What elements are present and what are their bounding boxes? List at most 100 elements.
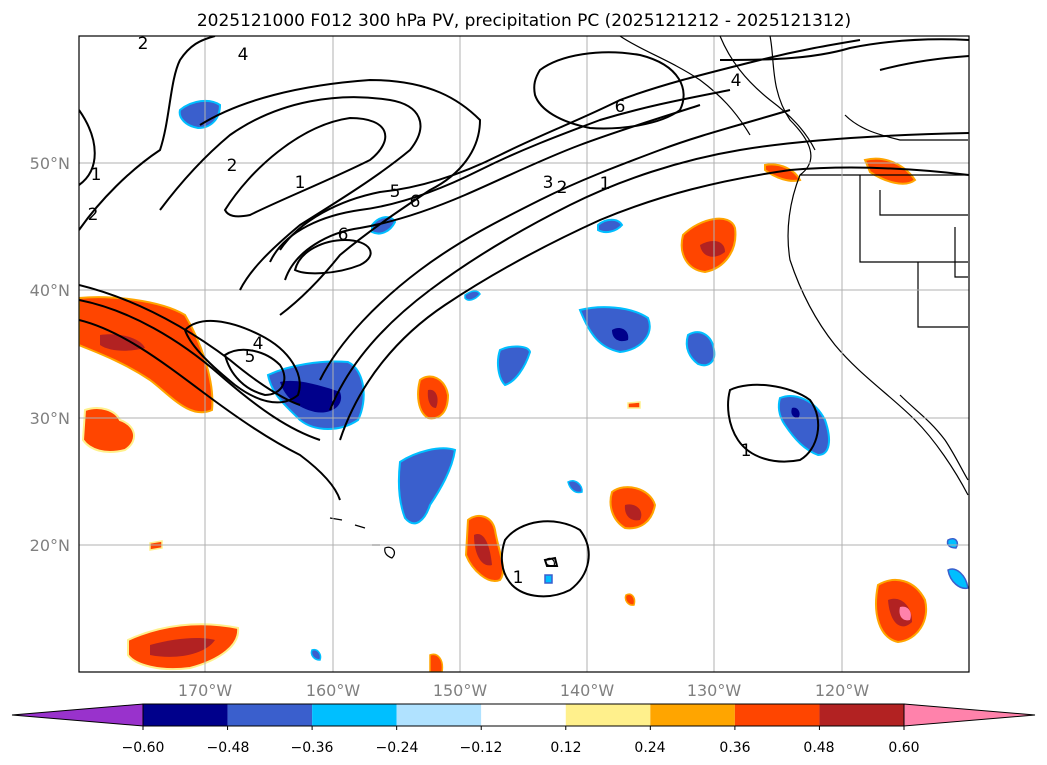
pv-contour	[79, 36, 216, 231]
contour-label: 1	[91, 165, 102, 185]
contour-label: 2	[88, 205, 99, 225]
figure-title: 2025121000 F012 300 hPa PV, precipitatio…	[197, 11, 851, 31]
colorbar-cell	[312, 704, 397, 726]
colorbar-tick-label: −0.60	[122, 740, 165, 756]
contour-label: 1	[741, 441, 752, 461]
pv-contour	[79, 109, 96, 186]
lon-label: 130°W	[687, 681, 742, 700]
pv-contour	[199, 78, 482, 316]
contour-label: 4	[731, 71, 742, 91]
pv-contour	[339, 166, 969, 441]
contour-label: 6	[410, 192, 421, 212]
pv-contour	[719, 38, 969, 61]
precip-positive-core	[100, 334, 145, 351]
pv-contours	[79, 36, 969, 598]
contour-label: 6	[338, 225, 349, 245]
precip-negative-blob	[567, 480, 583, 494]
lon-label: 160°W	[306, 681, 361, 700]
contour-label: 5	[390, 182, 401, 202]
colorbar-tick-label: 0.24	[634, 740, 665, 756]
pv-contour	[293, 238, 372, 275]
precip-max-core	[899, 606, 911, 621]
contour-label: 2	[227, 156, 238, 176]
precip-positive-core	[624, 504, 642, 521]
pv-contour	[223, 116, 387, 218]
pv-contour-labels: 2 4 1 2 2 1 5 6 6 3 2 1 6 4 4 5 1 1	[88, 36, 752, 588]
pv-contour	[533, 51, 685, 130]
pv-contour	[727, 383, 820, 463]
precip-negative-core	[791, 407, 800, 418]
precip-negative-core	[280, 380, 342, 413]
precip-positive-core	[427, 389, 438, 408]
lat-label: 40°N	[30, 281, 70, 300]
colorbar-extend-max	[903, 703, 1036, 727]
pv-contour	[79, 319, 341, 501]
pv-contour	[879, 55, 969, 71]
map-panel: 2 4 1 2 2 1 5 6 6 3 2 1 6 4 4 5 1 1	[79, 36, 969, 672]
colorbar: −0.60 −0.48 −0.36 −0.24 −0.12 0.12 0.24 …	[11, 703, 1036, 756]
precip-negative-core	[612, 328, 629, 342]
colorbar-cell	[650, 704, 735, 726]
lon-label: 140°W	[560, 681, 615, 700]
pv-contour	[284, 104, 701, 281]
coastlines	[619, 36, 969, 496]
pv-contour	[183, 319, 301, 404]
colorbar-tick-label: 0.12	[550, 740, 581, 756]
pv-contour	[329, 132, 969, 411]
gridlines	[79, 36, 969, 672]
precip-negative-blob	[947, 568, 969, 590]
precip-negative-blob	[310, 648, 322, 661]
colorbar-tick-label: −0.24	[376, 740, 419, 756]
colorbar-tick-label: −0.48	[207, 740, 250, 756]
lon-label: 120°W	[815, 681, 870, 700]
precip-negative-blob	[597, 218, 624, 234]
colorbar-tick-label: −0.12	[460, 740, 503, 756]
lat-label: 50°N	[30, 154, 70, 173]
precip-positive-core	[700, 240, 725, 257]
pv-contour	[79, 299, 321, 441]
pv-contour	[223, 348, 286, 397]
precip-fills	[79, 99, 969, 672]
colorbar-tick-labels: −0.60 −0.48 −0.36 −0.24 −0.12 0.12 0.24 …	[122, 740, 920, 756]
precip-positive-blob	[624, 593, 636, 606]
colorbar-frame	[142, 703, 905, 727]
pv-contour	[159, 96, 422, 291]
lat-label: 30°N	[30, 409, 70, 428]
colorbar-tick-label: 0.36	[719, 740, 750, 756]
colorbar-cell	[565, 704, 651, 726]
pv-contour	[500, 520, 590, 598]
colorbar-cell	[734, 704, 820, 726]
colorbar-cell	[143, 704, 228, 726]
precip-negative-blob	[464, 290, 481, 301]
pv-contour	[79, 284, 301, 406]
lon-labels: 170°W 160°W 150°W 140°W 130°W 120°W	[178, 681, 870, 700]
colorbar-tick-label: 0.48	[803, 740, 834, 756]
pv-contour	[543, 556, 559, 567]
contour-label: 1	[295, 173, 306, 193]
contour-label: 3	[543, 173, 554, 193]
colorbar-cell	[819, 704, 904, 726]
colorbar-tick-label: −0.36	[291, 740, 334, 756]
precip-positive-blob	[764, 163, 802, 182]
precip-positive-blob	[627, 401, 641, 409]
map-frame	[78, 35, 970, 673]
colorbar-cell	[481, 704, 566, 726]
lon-label: 170°W	[178, 681, 233, 700]
precip-positive-core	[150, 637, 215, 657]
precip-negative-blob	[496, 345, 532, 387]
precip-positive-blob	[81, 407, 135, 453]
contour-label: 6	[615, 97, 626, 117]
contour-label: 4	[238, 45, 249, 65]
colorbar-cell	[396, 704, 482, 726]
contour-label: 1	[600, 174, 611, 194]
precip-negative-blob	[397, 447, 457, 525]
contour-label: 2	[557, 178, 568, 198]
pv-contour	[319, 109, 791, 381]
precip-negative-blob	[685, 331, 716, 367]
precip-negative-blob	[946, 537, 959, 549]
lat-labels: 50°N 40°N 30°N 20°N	[30, 154, 70, 555]
colorbar-tick-label: 0.60	[888, 740, 919, 756]
contour-label: 4	[253, 334, 264, 354]
precip-positive-blob	[863, 157, 917, 185]
precip-negative-blob	[178, 99, 222, 130]
